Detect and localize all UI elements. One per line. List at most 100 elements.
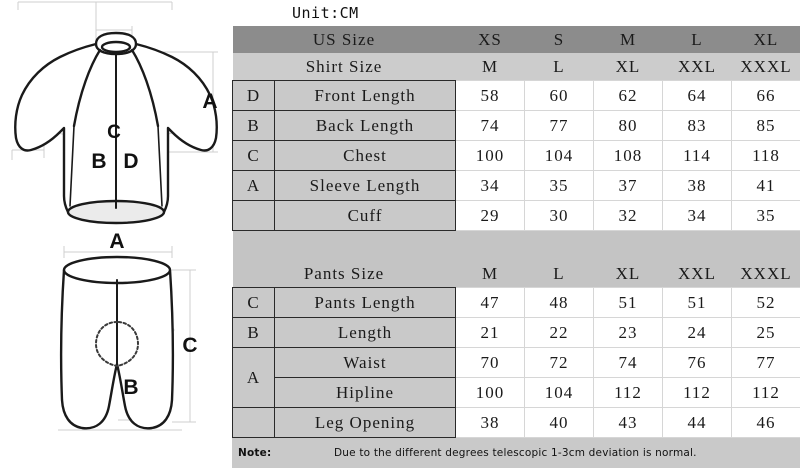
size-chart-page: A B C D bbox=[0, 0, 800, 434]
cell-value: 30 bbox=[525, 201, 594, 231]
cell-value: 60 bbox=[525, 81, 594, 111]
unit-label: Unit:CM bbox=[232, 4, 359, 22]
note-text: Due to the different degrees telescopic … bbox=[334, 447, 697, 459]
shorts-outline bbox=[61, 257, 173, 428]
cell-value: 38 bbox=[456, 408, 525, 438]
table-row: C Pants Length 47 48 51 51 52 bbox=[233, 288, 800, 318]
pants-size-m: M bbox=[456, 260, 525, 288]
row-label: Sleeve Length bbox=[275, 171, 456, 201]
us-size-row: US Size XS S M L XL bbox=[233, 26, 800, 53]
cell-value: 38 bbox=[663, 171, 732, 201]
cell-value: 51 bbox=[663, 288, 732, 318]
cell-value: 77 bbox=[732, 348, 800, 378]
cell-value: 48 bbox=[525, 288, 594, 318]
jersey-marker-b: B bbox=[91, 150, 106, 173]
row-marker bbox=[233, 201, 275, 231]
cell-value: 62 bbox=[594, 81, 663, 111]
cell-value: 25 bbox=[732, 318, 800, 348]
row-label: Chest bbox=[275, 141, 456, 171]
cell-value: 34 bbox=[456, 171, 525, 201]
cell-value: 66 bbox=[732, 81, 800, 111]
us-size-s: S bbox=[525, 26, 594, 53]
pants-size-l: L bbox=[525, 260, 594, 288]
pants-size-xxl: XXL bbox=[663, 260, 732, 288]
row-marker: A bbox=[233, 348, 275, 408]
cell-value: 37 bbox=[594, 171, 663, 201]
cell-value: 32 bbox=[594, 201, 663, 231]
cell-value: 70 bbox=[456, 348, 525, 378]
cell-value: 83 bbox=[663, 111, 732, 141]
table-row: A Sleeve Length 34 35 37 38 41 bbox=[233, 171, 800, 201]
jersey-marker-a: A bbox=[202, 90, 217, 113]
us-size-m: M bbox=[594, 26, 663, 53]
cell-value: 76 bbox=[663, 348, 732, 378]
cell-value: 74 bbox=[594, 348, 663, 378]
cell-value: 46 bbox=[732, 408, 800, 438]
jersey-marker-c: C bbox=[107, 122, 121, 143]
pants-size-title: Pants Size bbox=[233, 260, 456, 288]
cell-value: 104 bbox=[525, 141, 594, 171]
shorts-marker-b: B bbox=[123, 376, 138, 399]
cell-value: 77 bbox=[525, 111, 594, 141]
cell-value: 41 bbox=[732, 171, 800, 201]
row-marker: C bbox=[233, 288, 275, 318]
table-row: Leg Opening 38 40 43 44 46 bbox=[233, 408, 800, 438]
shirt-size-xxxl: XXXL bbox=[732, 53, 800, 81]
cell-value: 34 bbox=[663, 201, 732, 231]
cell-value: 74 bbox=[456, 111, 525, 141]
pants-size-xl: XL bbox=[594, 260, 663, 288]
us-size-xs: XS bbox=[456, 26, 525, 53]
cell-value: 52 bbox=[732, 288, 800, 318]
shorts-marker-a: A bbox=[109, 230, 124, 253]
cell-value: 114 bbox=[663, 141, 732, 171]
cell-value: 35 bbox=[525, 171, 594, 201]
cell-value: 112 bbox=[732, 378, 800, 408]
shirt-size-title: Shirt Size bbox=[233, 53, 456, 81]
row-label: Waist bbox=[275, 348, 456, 378]
row-marker: B bbox=[233, 111, 275, 141]
table-row: B Length 21 22 23 24 25 bbox=[233, 318, 800, 348]
shirt-size-xxl: XXL bbox=[663, 53, 732, 81]
row-marker: B bbox=[233, 318, 275, 348]
row-label: Back Length bbox=[275, 111, 456, 141]
cell-value: 104 bbox=[525, 378, 594, 408]
table-row: B Back Length 74 77 80 83 85 bbox=[233, 111, 800, 141]
row-label: Hipline bbox=[275, 378, 456, 408]
cell-value: 112 bbox=[594, 378, 663, 408]
row-label: Length bbox=[275, 318, 456, 348]
shirt-size-xl: XL bbox=[594, 53, 663, 81]
cell-value: 112 bbox=[663, 378, 732, 408]
note-label: Note: bbox=[232, 447, 334, 459]
cell-value: 100 bbox=[456, 378, 525, 408]
size-table-panel: Unit:CM US Size XS S M L XL Shirt bbox=[232, 0, 800, 434]
row-label: Front Length bbox=[275, 81, 456, 111]
cell-value: 24 bbox=[663, 318, 732, 348]
us-size-title: US Size bbox=[233, 26, 456, 53]
cell-value: 72 bbox=[525, 348, 594, 378]
row-label: Cuff bbox=[275, 201, 456, 231]
cell-value: 58 bbox=[456, 81, 525, 111]
unit-row: Unit:CM bbox=[232, 0, 800, 26]
shirt-size-row: Shirt Size M L XL XXL XXXL bbox=[233, 53, 800, 81]
cell-value: 80 bbox=[594, 111, 663, 141]
cell-value: 100 bbox=[456, 141, 525, 171]
shirt-size-l: L bbox=[525, 53, 594, 81]
cell-value: 47 bbox=[456, 288, 525, 318]
pants-size-row: Pants Size M L XL XXL XXXL bbox=[233, 260, 800, 288]
cell-value: 51 bbox=[594, 288, 663, 318]
shirt-size-m: M bbox=[456, 53, 525, 81]
cell-value: 40 bbox=[525, 408, 594, 438]
size-table: US Size XS S M L XL Shirt Size M L XL XX… bbox=[232, 26, 800, 438]
cell-value: 21 bbox=[456, 318, 525, 348]
table-row: D Front Length 58 60 62 64 66 bbox=[233, 81, 800, 111]
table-row: Hipline 100 104 112 112 112 bbox=[233, 378, 800, 408]
apparel-diagrams: A B C D bbox=[0, 0, 232, 434]
shorts-marker-c: C bbox=[182, 334, 197, 357]
table-row: C Chest 100 104 108 114 118 bbox=[233, 141, 800, 171]
row-marker bbox=[233, 408, 275, 438]
cell-value: 23 bbox=[594, 318, 663, 348]
us-size-l: L bbox=[663, 26, 732, 53]
cell-value: 35 bbox=[732, 201, 800, 231]
table-row: Cuff 29 30 32 34 35 bbox=[233, 201, 800, 231]
jersey-marker-d: D bbox=[123, 150, 138, 173]
